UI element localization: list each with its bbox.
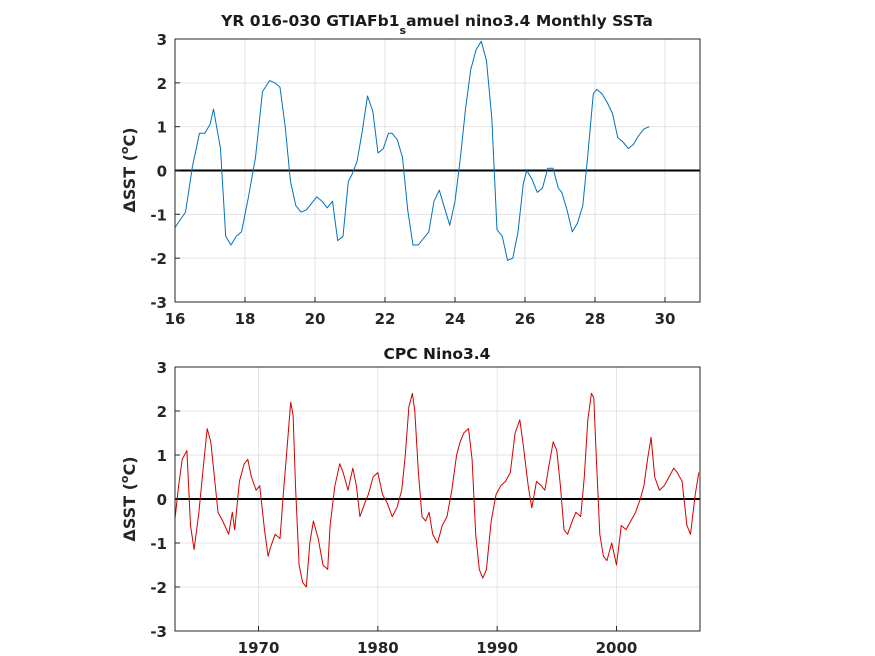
top-series-line: [174, 40, 650, 261]
bottom-y-tick-label: -1: [150, 535, 167, 553]
bottom-plot-ylabel: ΔSST (oC): [118, 456, 139, 541]
bottom-y-tick-label: -3: [150, 623, 167, 641]
top-x-tick-label: 30: [655, 310, 676, 328]
bottom-y-tick-label: 0: [157, 491, 167, 509]
top-y-tick-label: -1: [150, 206, 167, 224]
top-y-tick-label: -3: [150, 294, 167, 312]
bottom-y-tick-label: 2: [157, 403, 167, 421]
bottom-x-tick-label: 2000: [596, 639, 638, 656]
bottom-x-tick-label: 1970: [238, 639, 280, 656]
bottom-x-tick-label: 1980: [357, 639, 399, 656]
bottom-plot-title: CPC Nino3.4: [384, 345, 491, 363]
top-plot-ylabel: ΔSST (oC): [118, 127, 139, 212]
bottom-y-tick-label: -2: [150, 579, 167, 597]
top-y-tick-label: 1: [157, 119, 167, 137]
top-x-tick-label: 20: [305, 310, 326, 328]
top-x-tick-label: 22: [375, 310, 396, 328]
top-y-tick-label: 3: [157, 31, 167, 49]
top-x-tick-label: 26: [515, 310, 536, 328]
top-plot-title: YR 016-030 GTIAFb1samuel nino3.4 Monthly…: [220, 12, 653, 37]
top-plot-panel: YR 016-030 GTIAFb1samuel nino3.4 Monthly…: [118, 12, 701, 328]
top-y-tick-label: -2: [150, 250, 167, 268]
bottom-plot-panel: CPC Nino3.4 ΔSST (oC) 1970 1980 1990 2000 -3…: [118, 345, 701, 656]
bottom-y-tick-label: 3: [157, 359, 167, 377]
top-x-tick-label: 16: [165, 310, 186, 328]
top-x-tick-label: 18: [235, 310, 256, 328]
top-y-tick-label: 2: [157, 75, 167, 93]
top-x-tick-label: 28: [585, 310, 606, 328]
top-y-tick-label: 0: [157, 163, 167, 181]
bottom-x-tick-label: 1990: [476, 639, 518, 656]
top-x-tick-label: 24: [445, 310, 466, 328]
bottom-series-line: [174, 392, 700, 588]
bottom-y-tick-label: 1: [157, 447, 167, 465]
